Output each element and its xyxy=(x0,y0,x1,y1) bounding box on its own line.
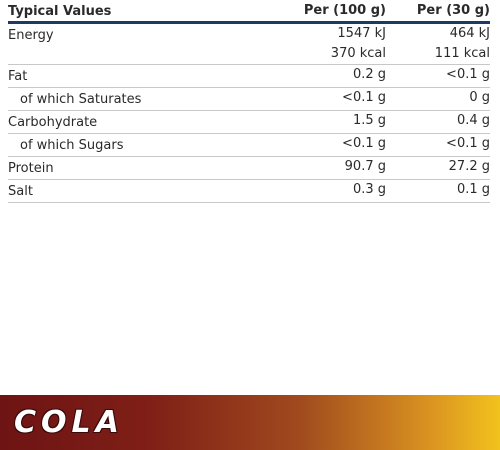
table-row: Protein 90.7 g 27.2 g xyxy=(8,157,490,180)
header-row: Typical Values Per (100 g) Per (30 g) xyxy=(8,0,490,24)
value-cell: <0.1 g xyxy=(236,134,386,156)
value-text: 1547 kJ xyxy=(337,26,386,41)
value-text: 111 kcal xyxy=(434,46,490,61)
value-text: 1.5 g xyxy=(352,113,386,128)
row-label: Salt xyxy=(8,184,33,199)
value-cell: 0.1 g xyxy=(386,180,490,202)
value-text: 0.4 g xyxy=(456,113,490,128)
label-cell: Protein xyxy=(8,157,236,179)
label-cell: of which Saturates xyxy=(8,88,236,110)
table-row: of which Sugars <0.1 g <0.1 g xyxy=(8,134,490,157)
header-cell: Typical Values xyxy=(8,4,112,19)
value-text: <0.1 g xyxy=(342,136,386,151)
header-cell: Per (100 g) xyxy=(303,3,386,18)
value-cell: 0 g xyxy=(386,88,490,110)
label-cell: Energy xyxy=(8,24,236,64)
value-text: 0.1 g xyxy=(456,182,490,197)
value-text: 0 g xyxy=(469,90,490,105)
value-cell: <0.1 g xyxy=(386,65,490,87)
value-text: 0.2 g xyxy=(352,67,386,82)
row-label: Carbohydrate xyxy=(8,115,98,130)
row-label: Fat xyxy=(8,69,28,84)
value-text: 0.3 g xyxy=(352,182,386,197)
row-label: Protein xyxy=(8,161,54,176)
table-row: Energy 1547 kJ 370 kcal 464 kJ 111 kcal xyxy=(8,24,490,65)
row-label: of which Saturates xyxy=(20,92,142,107)
table-row: of which Saturates <0.1 g 0 g xyxy=(8,88,490,111)
flavour-banner: COLA xyxy=(0,395,500,450)
value-cell: <0.1 g xyxy=(236,88,386,110)
label-cell: Fat xyxy=(8,65,236,87)
table-row: Fat 0.2 g <0.1 g xyxy=(8,65,490,88)
row-label: Energy xyxy=(8,28,54,43)
label-cell: of which Sugars xyxy=(8,134,236,156)
value-cell: 90.7 g xyxy=(236,157,386,179)
value-cell: 0.4 g xyxy=(386,111,490,133)
nutrition-table: Typical Values Per (100 g) Per (30 g) Energ… xyxy=(8,0,490,203)
value-text: <0.1 g xyxy=(446,67,490,82)
value-text: 464 kJ xyxy=(449,26,490,41)
value-cell: 1547 kJ 370 kcal xyxy=(236,24,386,64)
value-text: 27.2 g xyxy=(448,159,490,174)
table-row: Salt 0.3 g 0.1 g xyxy=(8,180,490,203)
table-row: Carbohydrate 1.5 g 0.4 g xyxy=(8,111,490,134)
row-label: of which Sugars xyxy=(20,138,124,153)
value-cell: 27.2 g xyxy=(386,157,490,179)
value-cell: 0.2 g xyxy=(236,65,386,87)
value-text: 90.7 g xyxy=(344,159,386,174)
value-text: <0.1 g xyxy=(446,136,490,151)
value-text: <0.1 g xyxy=(342,90,386,105)
header-cell: Per (30 g) xyxy=(416,3,490,18)
value-cell: <0.1 g xyxy=(386,134,490,156)
value-cell: 464 kJ 111 kcal xyxy=(386,24,490,64)
banner-title: COLA xyxy=(14,405,124,440)
value-cell: 1.5 g xyxy=(236,111,386,133)
value-cell: 0.3 g xyxy=(236,180,386,202)
label-cell: Carbohydrate xyxy=(8,111,236,133)
value-text: 370 kcal xyxy=(330,46,386,61)
label-cell: Salt xyxy=(8,180,236,202)
